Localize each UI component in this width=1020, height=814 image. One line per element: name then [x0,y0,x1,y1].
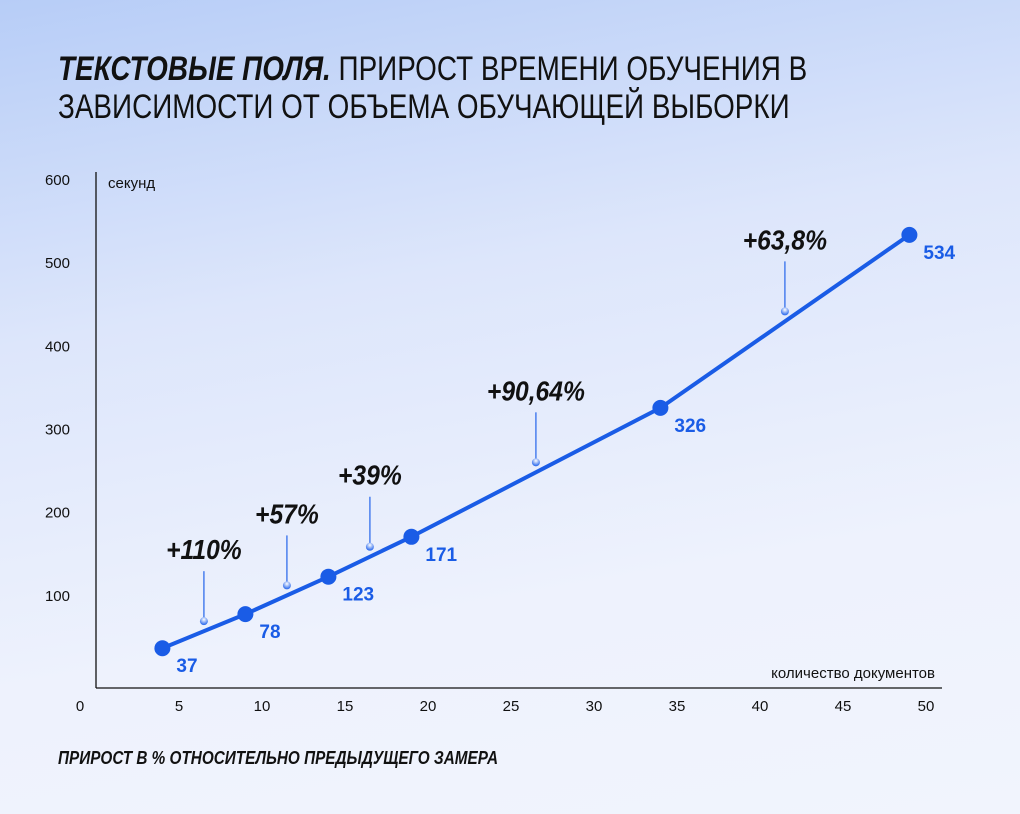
data-label: 78 [259,622,280,643]
data-point [154,640,171,657]
x-tick-label: 35 [669,698,686,715]
annotation-marker [365,542,374,551]
annotation-label: +39% [338,459,402,491]
chart-title: ТЕКСТОВЫЕ ПОЛЯ. ПРИРОСТ ВРЕМЕНИ ОБУЧЕНИЯ… [58,50,985,126]
y-axis-label: секунд [108,175,155,192]
data-label: 534 [923,243,955,264]
data-point [652,399,669,416]
x-tick-label: 45 [835,698,852,715]
x-tick-label: 20 [420,698,437,715]
x-axis-label: количество документов [771,665,935,682]
x-tick-label: 50 [918,698,935,715]
title-bold: ТЕКСТОВЫЕ ПОЛЯ. [58,50,331,88]
data-label: 37 [176,656,197,677]
annotation-label: +110% [166,534,242,566]
x-tick-label: 5 [175,698,183,715]
data-label: 171 [425,545,457,566]
annotation-marker [282,581,291,590]
annotation-label: +90,64% [487,375,585,407]
data-point [901,226,918,243]
x-tick-label: 40 [752,698,769,715]
y-tick-label: 300 [45,422,70,439]
y-tick-label: 400 [45,338,70,355]
annotation-label: +63,8% [743,224,827,256]
series-line [161,233,911,651]
x-tick-label: 10 [254,698,271,715]
data-point [403,528,420,545]
annotation-marker [531,458,540,467]
y-tick-label: 200 [45,505,70,522]
data-point [237,606,254,623]
data-label: 123 [342,585,374,606]
annotation-label: +57% [255,498,319,530]
annotation-marker [780,307,789,316]
x-tick-label: 30 [586,698,603,715]
y-tick-label: 600 [45,172,70,189]
x-tick-label: 15 [337,698,354,715]
x-tick-label: 0 [76,698,84,715]
annotation-marker [199,617,208,626]
title-rest: ПРИРОСТ ВРЕМЕНИ ОБУЧЕНИЯ В ЗАВИСИМОСТИ О… [58,50,808,126]
footnote: ПРИРОСТ В % ОТНОСИТЕЛЬНО ПРЕДЫДУЩЕГО ЗАМ… [58,748,499,768]
x-tick-label: 25 [503,698,520,715]
data-point [320,568,337,585]
data-label: 326 [674,416,706,437]
y-tick-label: 100 [45,588,70,605]
y-tick-label: 500 [45,255,70,272]
